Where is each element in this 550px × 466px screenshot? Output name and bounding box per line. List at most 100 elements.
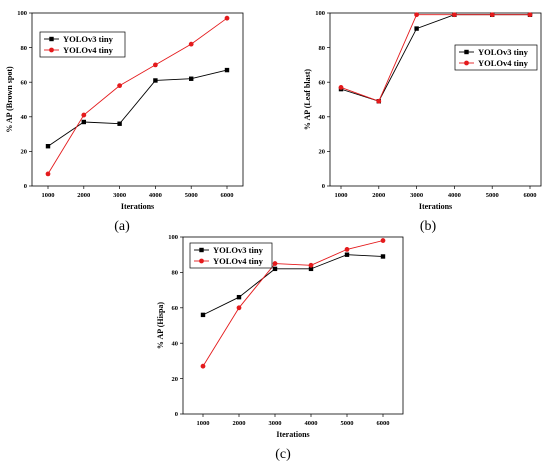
data-point-circle — [376, 98, 382, 104]
chart-1: 0 20 40 60 80 100 1000 2000 3000 4000 5000 6000 Iter… — [303, 10, 542, 234]
y-axis-label: % AP (Hispa) — [156, 302, 165, 349]
x-axis-label: Iterations — [419, 202, 452, 211]
chart-caption: (a) — [114, 219, 130, 234]
series-line-1 — [47, 17, 228, 175]
legend-label: YOLOv4 tiny — [213, 256, 264, 266]
data-point-square — [344, 252, 350, 257]
x-tick-label: 6000 — [377, 420, 390, 427]
y-tick-label: 20 — [319, 149, 326, 156]
x-tick-label: 3000 — [410, 192, 423, 199]
chart-caption: (b) — [420, 219, 437, 234]
data-point-square — [153, 78, 158, 83]
data-point-circle — [414, 12, 419, 18]
series-line-0 — [202, 254, 384, 316]
legend-marker-square — [49, 36, 54, 42]
data-point-circle — [308, 262, 314, 268]
data-point-square — [414, 26, 419, 31]
series-line-0 — [47, 69, 228, 147]
chart-2: 0 20 40 60 80 100 1000 2000 3000 4000 5000 6000 Iter… — [156, 234, 404, 462]
data-point-circle — [380, 238, 386, 243]
plot-frame — [329, 12, 542, 187]
legend-marker-circle — [49, 47, 54, 53]
x-tick-label: 2000 — [233, 420, 246, 427]
x-tick-label: 5000 — [341, 420, 354, 427]
data-point-circle — [81, 112, 87, 118]
y-tick-label: 20 — [172, 376, 179, 383]
y-tick-label: 100 — [315, 10, 325, 17]
x-tick-label: 1000 — [197, 420, 210, 427]
legend-label: YOLOv4 tiny — [478, 58, 529, 68]
chart-0: 0 20 40 60 80 100 1000 2000 3000 4000 5000 6000 Iter… — [5, 10, 244, 234]
y-tick-label: 20 — [21, 149, 28, 156]
legend-label: YOLOv3 tiny — [63, 34, 114, 44]
data-point-circle — [45, 171, 51, 177]
data-point-circle — [452, 12, 457, 18]
legend-marker-circle — [464, 60, 469, 66]
legend-box — [39, 31, 126, 58]
data-point-circle — [344, 246, 350, 252]
x-tick-label: 6000 — [221, 192, 234, 199]
x-tick-label: 4000 — [448, 192, 461, 199]
data-point-circle — [153, 62, 158, 68]
x-tick-label: 3000 — [113, 192, 126, 199]
series-line-1 — [202, 240, 384, 367]
y-axis-label: % AP (Brown spot) — [5, 66, 14, 133]
x-tick-label: 5000 — [185, 192, 198, 199]
legend-box — [189, 242, 273, 269]
x-tick-label: 3000 — [269, 420, 282, 427]
x-axis-label: Iterations — [276, 430, 309, 439]
y-tick-label: 100 — [17, 10, 27, 17]
x-tick-label: 4000 — [305, 420, 318, 427]
legend-label: YOLOv3 tiny — [213, 245, 264, 255]
x-axis-label: Iterations — [121, 202, 154, 211]
legend-marker-square — [464, 49, 469, 55]
legend-marker-circle — [199, 258, 204, 264]
y-tick-label: 80 — [21, 45, 28, 52]
data-point-square — [81, 119, 86, 125]
data-point-circle — [200, 363, 206, 369]
data-point-circle — [527, 12, 533, 18]
data-point-square — [200, 312, 206, 318]
data-point-square — [224, 67, 230, 73]
data-point-circle — [272, 261, 278, 266]
x-tick-label: 1000 — [42, 192, 55, 199]
y-axis-label: % AP (Leaf blast) — [303, 69, 312, 130]
legend-box — [454, 44, 538, 71]
data-point-circle — [117, 83, 122, 89]
plot-frame — [31, 12, 244, 187]
y-tick-label: 0 — [24, 183, 27, 190]
data-point-circle — [338, 84, 344, 90]
data-point-circle — [188, 41, 194, 47]
x-tick-label: 6000 — [524, 192, 537, 199]
data-point-circle — [489, 12, 495, 18]
legend-label: YOLOv3 tiny — [478, 47, 529, 57]
data-point-square — [380, 254, 386, 259]
data-point-circle — [224, 15, 230, 21]
x-tick-label: 1000 — [335, 192, 348, 199]
data-point-square — [189, 76, 194, 81]
y-tick-label: 40 — [172, 340, 179, 347]
y-tick-label: 60 — [319, 79, 326, 86]
legend-marker-square — [199, 247, 204, 253]
y-tick-label: 0 — [322, 183, 325, 190]
data-point-circle — [236, 305, 242, 311]
y-tick-label: 60 — [21, 79, 28, 86]
data-point-square — [272, 266, 278, 272]
x-tick-label: 2000 — [372, 192, 385, 199]
y-tick-label: 80 — [319, 45, 326, 52]
y-tick-label: 40 — [21, 114, 28, 121]
series-line-1 — [340, 14, 530, 102]
y-tick-label: 80 — [172, 270, 179, 277]
plot-frame — [182, 236, 404, 415]
legend-label: YOLOv4 tiny — [63, 45, 114, 55]
y-tick-label: 100 — [168, 234, 178, 241]
y-tick-label: 60 — [172, 305, 179, 312]
y-tick-label: 0 — [175, 411, 178, 418]
x-tick-label: 5000 — [486, 192, 499, 199]
data-point-square — [236, 294, 242, 300]
data-point-square — [117, 121, 122, 126]
